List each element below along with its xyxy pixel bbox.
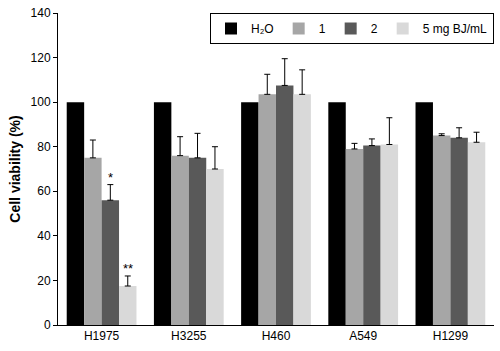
svg-text:*: * bbox=[108, 170, 113, 185]
svg-text:5 mg BJ/mL: 5 mg BJ/mL bbox=[423, 22, 487, 36]
svg-text:1: 1 bbox=[319, 22, 326, 36]
svg-text:H3255: H3255 bbox=[171, 329, 207, 343]
svg-text:80: 80 bbox=[37, 140, 51, 154]
svg-text:0: 0 bbox=[44, 318, 51, 332]
svg-text:H₂O: H₂O bbox=[251, 22, 274, 36]
svg-text:H460: H460 bbox=[262, 329, 291, 343]
svg-text:20: 20 bbox=[37, 274, 51, 288]
svg-text:H1975: H1975 bbox=[84, 329, 120, 343]
svg-text:A549: A549 bbox=[349, 329, 377, 343]
svg-text:2: 2 bbox=[371, 22, 378, 36]
svg-text:100: 100 bbox=[31, 95, 51, 109]
svg-text:60: 60 bbox=[37, 184, 51, 198]
svg-text:H1299: H1299 bbox=[433, 329, 469, 343]
svg-text:**: ** bbox=[123, 261, 133, 276]
svg-text:140: 140 bbox=[31, 6, 51, 20]
svg-text:120: 120 bbox=[31, 51, 51, 65]
svg-text:Cell viability (%): Cell viability (%) bbox=[7, 115, 23, 222]
svg-text:40: 40 bbox=[37, 229, 51, 243]
